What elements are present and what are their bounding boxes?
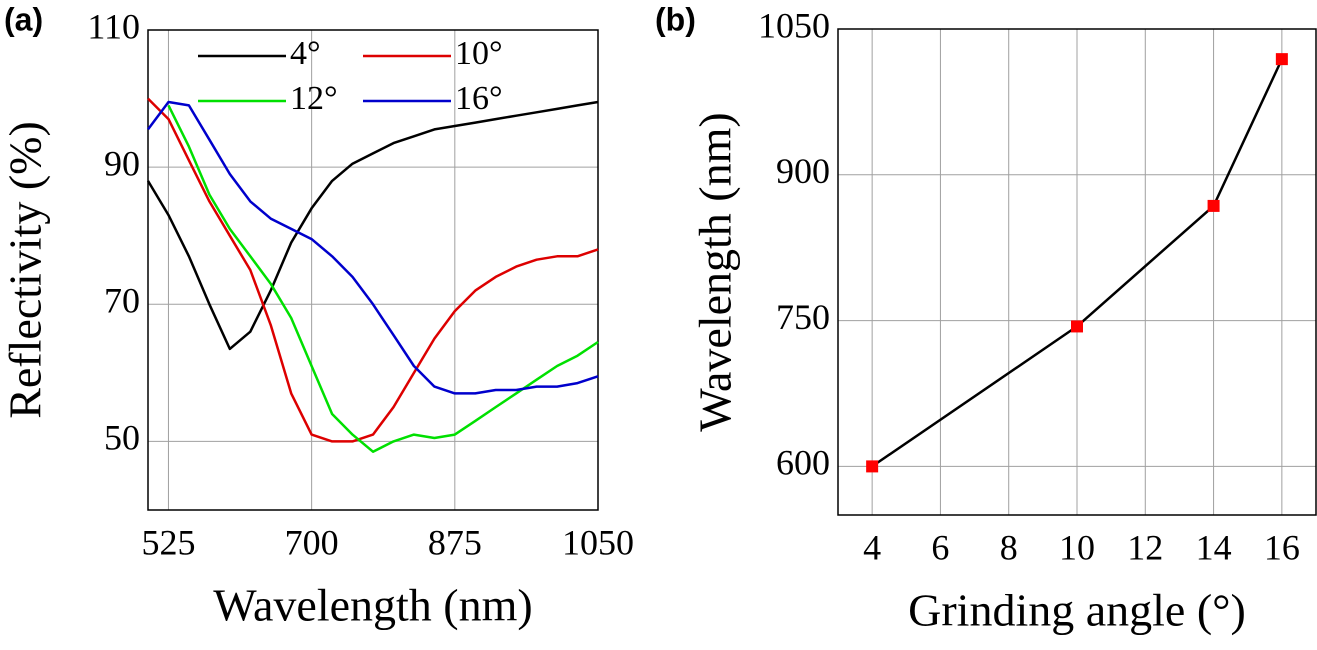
legend-label: 16° [455,80,503,117]
x-tick-label: 6 [931,527,949,567]
series-line [167,104,599,453]
y-tick-label: 90 [104,143,140,183]
series-line [147,97,599,443]
y-axis-title: Wavelength (nm) [690,112,741,431]
series-line [146,100,599,351]
panel-label: (b) [655,1,696,37]
y-tick-label: 110 [87,6,140,46]
x-tick-label: 1050 [562,522,634,562]
data-marker [1071,320,1083,333]
x-tick-label: 875 [428,522,482,562]
x-tick-label: 12 [1127,527,1163,567]
y-axis-title: Reflectivity (%) [0,121,51,419]
x-tick-label: 14 [1196,527,1232,567]
panel-label: (a) [4,1,43,37]
legend-label: 12° [290,80,338,117]
y-tick-label: 70 [104,281,140,321]
data-marker [1207,199,1220,212]
y-tick-label: 50 [104,418,140,458]
data-marker [866,460,879,473]
plot-frame [147,29,599,511]
x-tick-label: 4 [863,527,881,567]
data-line [871,58,1284,468]
y-tick-label: 1050 [758,5,830,45]
x-tick-label: 8 [1000,527,1018,567]
x-axis-title: Grinding angle (°) [908,585,1246,636]
y-tick-label: 600 [776,443,830,483]
x-tick-label: 525 [141,522,195,562]
x-axis-title: Wavelength (nm) [213,580,532,631]
x-tick-label: 16 [1264,527,1300,567]
y-tick-label: 750 [776,297,830,337]
plot-frame [837,28,1317,516]
series-line [146,100,599,395]
data-marker [1275,53,1288,66]
legend-label: 10° [455,35,503,72]
legend-label: 4° [290,35,321,72]
y-tick-label: 900 [776,151,830,191]
x-tick-label: 10 [1059,527,1095,567]
x-tick-label: 700 [285,522,339,562]
